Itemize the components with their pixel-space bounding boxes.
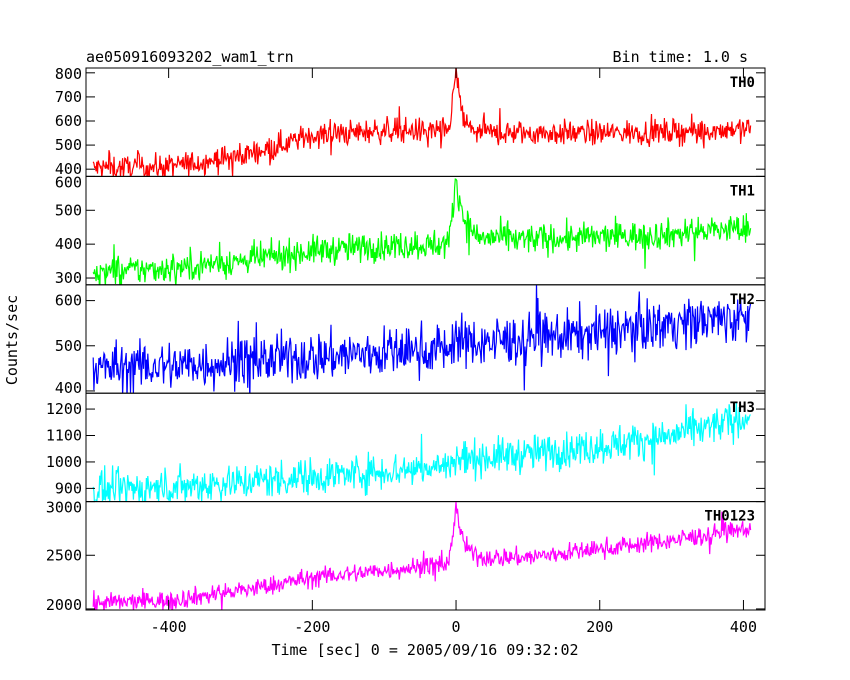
x-tick-label: 400: [730, 618, 757, 636]
y-tick-label: 2000: [46, 596, 82, 614]
panel-label-th0: TH0: [730, 75, 755, 91]
panel-frame: [85, 175, 766, 286]
x-tick-label: -200: [294, 618, 330, 636]
y-tick-label: 1000: [46, 453, 82, 471]
x-axis-title: Time [sec] 0 = 2005/09/16 09:32:02: [271, 641, 578, 659]
panel-th0123: 2000 2500 3000 TH0123: [46, 499, 766, 614]
panel-th1: 300 400 500 600 TH1: [55, 173, 766, 287]
y-tick-label: 500: [55, 337, 82, 355]
series-line-th2: [92, 284, 752, 394]
y-tick-label: 600: [55, 112, 82, 130]
y-tick-label: 600: [55, 292, 82, 310]
bin-time-label: Bin time: 1.0 s: [613, 48, 748, 66]
series-line-th0123: [92, 501, 752, 611]
y-tick-label: 400: [55, 160, 82, 178]
x-axis: -400 -200 0 200 400: [151, 68, 757, 636]
y-tick-label: 2500: [46, 546, 82, 564]
x-tick-label: 200: [586, 618, 613, 636]
y-tick-label: 3000: [46, 499, 82, 517]
y-tick-label: 400: [55, 379, 82, 397]
series-line-th0: [92, 68, 752, 177]
panel-label-th3: TH3: [730, 400, 755, 416]
panel-label-th0123: TH0123: [704, 509, 755, 525]
y-tick-label: 600: [55, 173, 82, 191]
panel-label-th2: TH2: [730, 292, 755, 308]
x-tick-label: 0: [452, 618, 461, 636]
y-tick-label: 500: [55, 201, 82, 219]
plot-title: ae050916093202_wam1_trn: [86, 48, 294, 66]
panel-label-th1: TH1: [730, 183, 755, 199]
y-tick-label: 800: [55, 65, 82, 83]
series-line-th1: [92, 178, 752, 285]
y-axis-title: Counts/sec: [3, 295, 21, 385]
panel-th2: 400 500 600 TH2: [55, 284, 766, 397]
y-tick-label: 1100: [46, 427, 82, 445]
series-line-th3: [92, 402, 751, 502]
y-tick-label: 500: [55, 136, 82, 154]
panel-th0: 400 500 600 700 800 TH0: [55, 65, 766, 178]
x-tick-label: -400: [151, 618, 187, 636]
panels-group: 400 500 600 700 800 TH0 300 400 500 600 TH1 400 500 6…: [46, 65, 766, 614]
panel-frame: [85, 501, 766, 611]
y-tick-label: 900: [55, 479, 82, 497]
y-tick-label: 1200: [46, 400, 82, 418]
y-tick-label: 400: [55, 235, 82, 253]
panel-th3: 900 1000 1100 1200 TH3: [46, 392, 766, 503]
y-tick-label: 300: [55, 269, 82, 287]
y-tick-label: 700: [55, 88, 82, 106]
